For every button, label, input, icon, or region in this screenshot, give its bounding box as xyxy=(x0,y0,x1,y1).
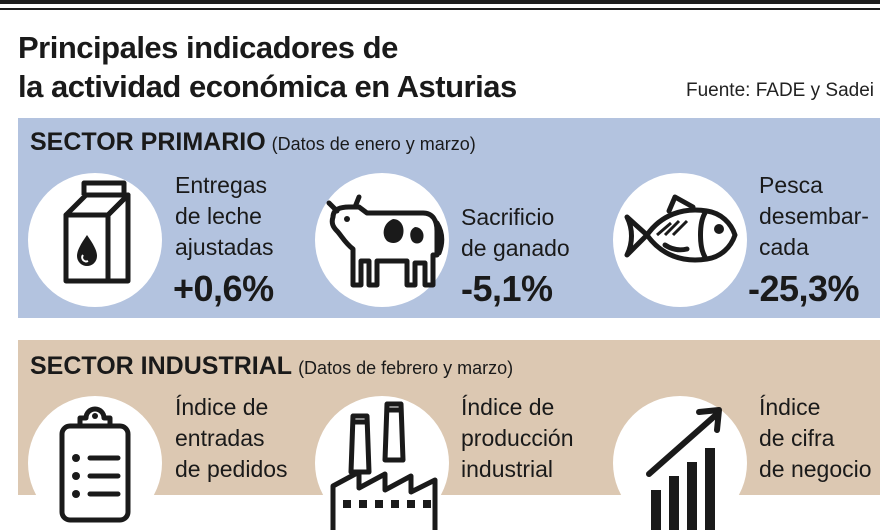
title-line-1: Principales indicadores de xyxy=(18,30,398,65)
clipboard-list-icon xyxy=(59,406,131,523)
top-rule xyxy=(0,0,880,4)
cattle-value: -5,1% xyxy=(461,268,553,309)
primary-sector-panel: SECTOR PRIMARIO (Datos de enero y marzo) … xyxy=(18,118,880,318)
cattle-label: Sacrificio de ganado xyxy=(461,202,570,264)
fish-icon-circle xyxy=(613,173,747,307)
turnover-label-line: Índice xyxy=(759,394,821,420)
fish-icon xyxy=(624,194,738,263)
primary-heading-text: SECTOR PRIMARIO xyxy=(30,128,266,156)
top-rule-thin xyxy=(0,8,880,10)
milk-label-line: Entregas xyxy=(175,172,268,198)
cattle-label-line: de ganado xyxy=(461,235,570,261)
factory-icon xyxy=(330,401,438,530)
orders-label-line: de pedidos xyxy=(175,456,288,482)
fishing-label-line: Pesca xyxy=(759,172,823,198)
turnover-label-line: de cifra xyxy=(759,425,835,451)
industrial-sector-panel: SECTOR INDUSTRIAL (Datos de febrero y mar… xyxy=(18,340,880,530)
fishing-label: Pesca desembar- cada xyxy=(759,170,869,263)
turnover-label-line: de negocio xyxy=(759,456,872,482)
orders-label-line: Índice de xyxy=(175,394,269,420)
fishing-label-line: cada xyxy=(759,234,809,260)
cow-icon-circle xyxy=(315,173,449,307)
orders-label: Índice de entradas de pedidos xyxy=(175,392,288,485)
clipboard-icon-circle xyxy=(28,396,162,530)
primary-heading-note: (Datos de enero y marzo) xyxy=(271,134,476,154)
rising-chart-icon xyxy=(646,407,722,530)
milk-label-line: ajustadas xyxy=(175,234,274,260)
production-label: Índice de producción industrial xyxy=(461,392,574,485)
turnover-label: Índice de cifra de negocio xyxy=(759,392,872,485)
industrial-heading-note: (Datos de febrero y marzo) xyxy=(298,358,514,378)
cattle-label-line: Sacrificio xyxy=(461,204,555,230)
cow-icon xyxy=(326,194,445,288)
orders-label-line: entradas xyxy=(175,425,265,451)
fishing-label-line: desembar- xyxy=(759,203,869,229)
production-label-line: industrial xyxy=(461,456,554,482)
factory-icon-circle xyxy=(315,396,449,530)
source-credit: Fuente: FADE y Sadei xyxy=(686,80,874,101)
industrial-heading-text: SECTOR INDUSTRIAL xyxy=(30,352,293,380)
milk-label-line: de leche xyxy=(175,203,262,229)
production-label-line: Índice de xyxy=(461,394,555,420)
primary-sector-heading: SECTOR PRIMARIO (Datos de enero y marzo) xyxy=(30,128,476,157)
milk-carton-icon xyxy=(63,180,131,284)
fishing-value: -25,3% xyxy=(748,268,860,309)
title-line-2: la actividad económica en Asturias xyxy=(18,69,517,104)
milk-label: Entregas de leche ajustadas xyxy=(175,170,273,263)
milk-value: +0,6% xyxy=(173,268,274,309)
industrial-sector-heading: SECTOR INDUSTRIAL (Datos de febrero y mar… xyxy=(30,352,513,381)
page-title: Principales indicadores de la actividad … xyxy=(18,28,517,106)
chart-icon-circle xyxy=(613,396,747,530)
production-label-line: producción xyxy=(461,425,574,451)
milk-icon-circle xyxy=(28,173,162,307)
